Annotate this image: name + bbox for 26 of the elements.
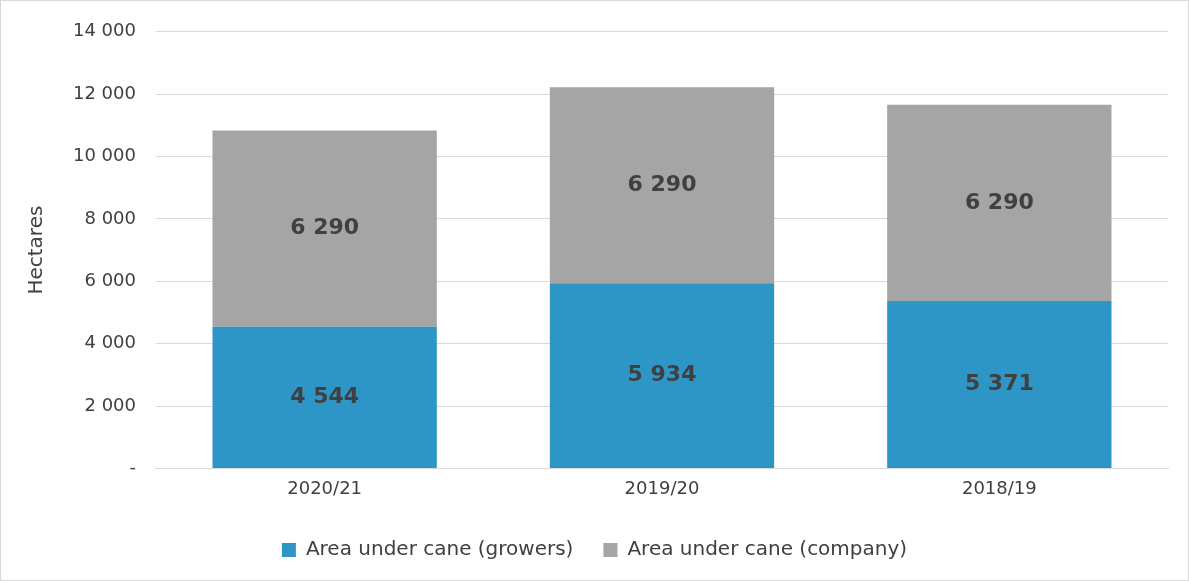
bar	[212, 130, 437, 327]
bar	[549, 283, 775, 468]
y-tick-label: 14 000	[73, 19, 136, 41]
x-tick-label: 2020/21	[287, 476, 363, 498]
bar	[212, 326, 437, 468]
data-label: 5 371	[964, 370, 1034, 396]
y-tick-label: 10 000	[73, 144, 136, 166]
legend-label: Area under cane (company)	[627, 536, 908, 561]
bar	[549, 87, 775, 284]
x-tick-label: 2019/20	[624, 476, 700, 498]
data-label: 6 290	[290, 214, 360, 240]
data-label: 6 290	[964, 188, 1034, 214]
data-label: 5 934	[627, 361, 697, 387]
y-tick-label: 6 000	[84, 268, 136, 290]
y-tick-label: 8 000	[84, 206, 136, 228]
bar	[887, 300, 1112, 468]
y-axis-title: Hectares	[23, 205, 48, 295]
y-tick-label: 2 000	[84, 393, 136, 415]
y-tick-label: 12 000	[73, 81, 136, 103]
data-label: 4 544	[290, 383, 360, 409]
bar	[887, 104, 1112, 301]
y-tick-label: -	[129, 456, 136, 478]
x-tick-label: 2018/19	[961, 476, 1037, 498]
legend-label: Area under cane (growers)	[305, 536, 574, 561]
data-label: 6 290	[627, 170, 697, 196]
y-tick-label: 4 000	[84, 331, 136, 353]
